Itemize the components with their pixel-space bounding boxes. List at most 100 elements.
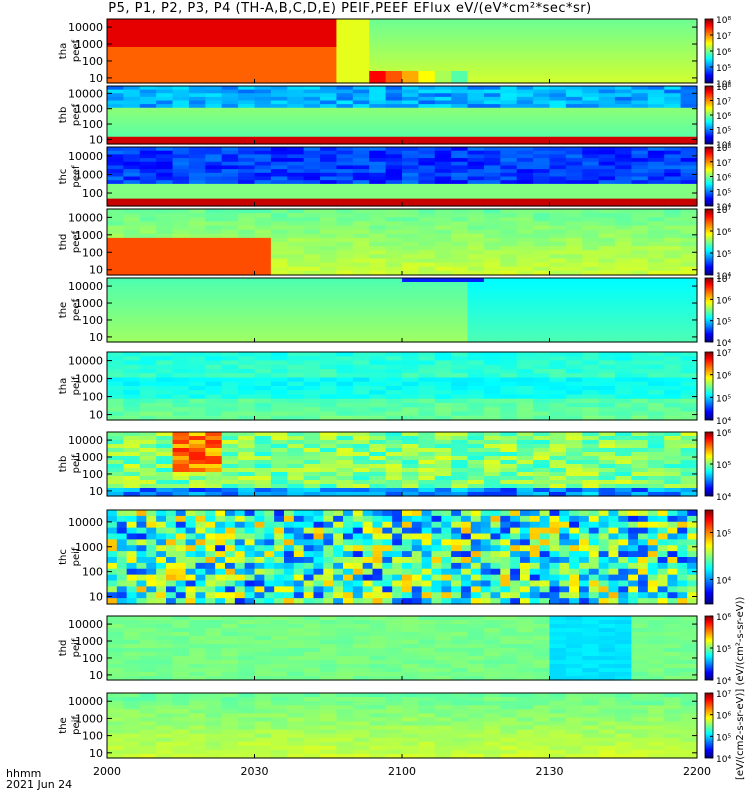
heatmap-cell	[500, 55, 518, 60]
heatmap-cell	[598, 27, 616, 32]
heatmap-cell	[238, 67, 256, 72]
heatmap-cell	[664, 225, 682, 231]
heatmap-cell	[303, 411, 321, 417]
heatmap-cell	[362, 598, 374, 605]
heatmap-cell	[500, 63, 518, 68]
heatmap-cell	[254, 86, 272, 91]
heatmap-cell	[172, 198, 190, 203]
heatmap-cell	[582, 394, 600, 400]
heatmap-cell	[287, 43, 305, 48]
heatmap-cell	[320, 407, 338, 413]
heatmap-cell	[139, 136, 157, 141]
heatmap-cell	[631, 75, 649, 80]
heatmap-cell	[107, 35, 124, 40]
heatmap-cell	[221, 140, 239, 145]
heatmap-cell	[533, 225, 551, 231]
heatmap-cell	[172, 460, 190, 465]
heatmap-cell	[631, 381, 649, 387]
heatmap-cell	[293, 598, 305, 605]
heatmap-cell	[565, 294, 583, 299]
heatmap-cell	[392, 521, 403, 529]
heatmap-cell	[533, 468, 551, 473]
heatmap-cell	[549, 96, 567, 102]
heatmap-cell	[483, 294, 501, 299]
heatmap-cell	[336, 314, 354, 319]
heatmap-cell	[156, 390, 174, 396]
heatmap-cell	[274, 539, 285, 546]
heatmap-cell	[264, 592, 275, 599]
heatmap-cell	[156, 89, 174, 94]
heatmap-cell	[320, 104, 338, 109]
heatmap-cell	[123, 180, 141, 185]
heatmap-cell	[107, 213, 124, 218]
heatmap-cell	[336, 432, 354, 437]
heatmap-cell	[352, 125, 370, 131]
heatmap-cell	[418, 290, 436, 295]
heatmap-cell	[516, 122, 534, 127]
heatmap-cell	[470, 521, 482, 529]
heatmap-cell	[205, 557, 216, 564]
heatmap-cell	[221, 294, 239, 299]
heatmap-cell	[188, 394, 206, 400]
heatmap-cell	[402, 562, 413, 570]
heatmap-cell	[483, 96, 501, 102]
heatmap-cell	[238, 444, 256, 449]
heatmap-cell	[254, 568, 265, 576]
heatmap-cell	[320, 322, 338, 327]
heatmap-cell	[680, 484, 698, 489]
heatmap-cell	[107, 111, 124, 116]
heatmap-cell	[303, 322, 321, 327]
heatmap-cell	[320, 278, 338, 283]
heatmap-cell	[598, 377, 616, 383]
heatmap-cell	[421, 580, 433, 587]
heatmap-cell	[221, 468, 239, 473]
heatmap-cell	[320, 67, 338, 72]
heatmap-cell	[116, 545, 128, 552]
heatmap-cell	[172, 165, 190, 170]
heatmap-cell	[303, 574, 315, 582]
heatmap-cell	[385, 250, 403, 255]
heatmap-cell	[156, 294, 174, 299]
heatmap-cell	[431, 574, 442, 582]
heatmap-cell	[598, 250, 616, 255]
heatmap-cell	[320, 334, 338, 339]
heatmap-cell	[402, 250, 419, 255]
heatmap-cell	[287, 407, 305, 413]
heatmap-cell	[565, 386, 583, 391]
heatmap-cell	[270, 278, 288, 283]
heatmap-cell	[303, 194, 321, 200]
heatmap-cell	[529, 557, 541, 564]
heatmap-cell	[188, 176, 206, 181]
heatmap-cell	[313, 539, 324, 546]
heatmap-cell	[156, 19, 174, 24]
heatmap-cell	[107, 294, 124, 299]
heatmap-cell	[107, 444, 124, 449]
heatmap-cell	[467, 334, 485, 339]
heatmap-cell	[139, 326, 157, 331]
heatmap-cell	[270, 63, 288, 68]
heatmap-cell	[569, 545, 580, 552]
heatmap-cell	[172, 55, 190, 60]
heatmap-cell	[205, 415, 223, 421]
heatmap-cell	[385, 294, 403, 299]
heatmap-cell	[582, 407, 600, 413]
y-tick-label: 100	[82, 314, 103, 327]
heatmap-cell	[480, 521, 492, 529]
heatmap-cell	[175, 527, 187, 535]
heatmap-cell	[188, 390, 206, 396]
heatmap-cell	[402, 314, 419, 319]
heatmap-cell	[631, 294, 649, 299]
heatmap-cell	[225, 515, 236, 523]
heatmap-cell	[533, 86, 551, 91]
heatmap-cell	[647, 318, 665, 323]
heatmap-cell	[188, 298, 206, 303]
heatmap-cell	[270, 403, 288, 408]
heatmap-cell	[126, 598, 138, 605]
heatmap-cell	[451, 191, 469, 196]
heatmap-cell	[369, 310, 387, 315]
heatmap-cell	[582, 213, 600, 218]
heatmap-cell	[369, 390, 387, 396]
heatmap-cell	[385, 115, 403, 120]
heatmap-cell	[451, 158, 469, 163]
heatmap-cell	[205, 364, 223, 370]
